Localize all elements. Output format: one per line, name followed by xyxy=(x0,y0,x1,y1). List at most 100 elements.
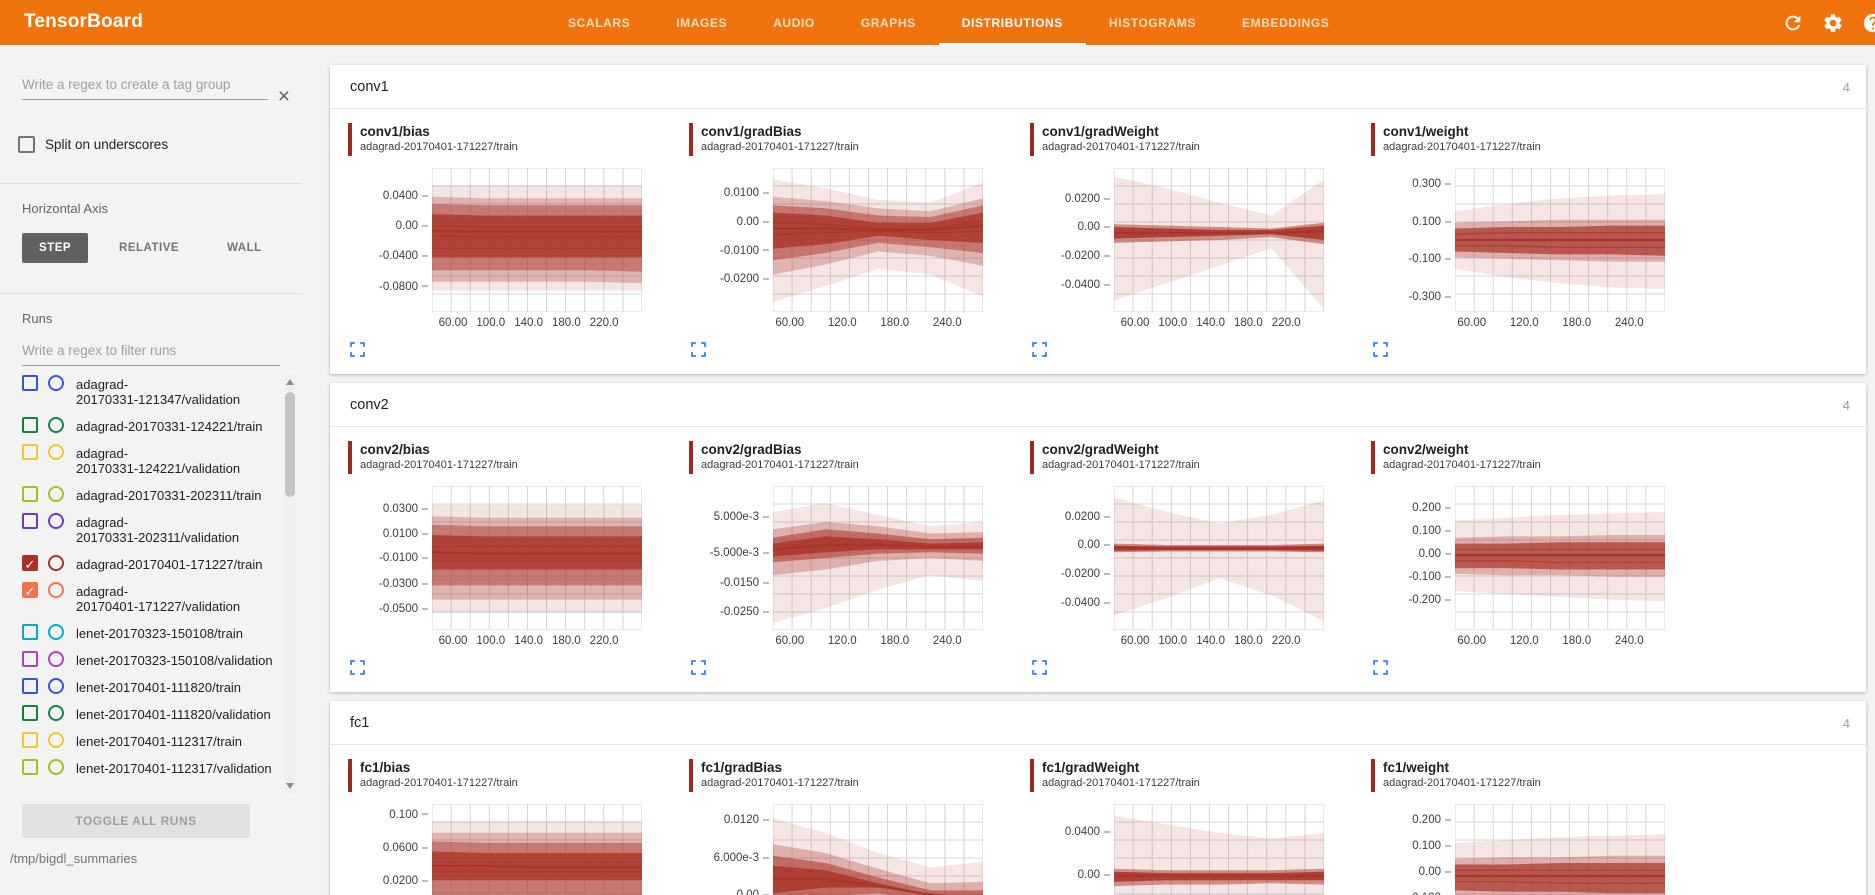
distribution-plot[interactable] xyxy=(773,804,983,895)
checkbox-box-icon xyxy=(18,136,35,153)
run-item[interactable]: ✓ adagrad-20170401-171227/train xyxy=(22,555,302,572)
run-color-circle[interactable] xyxy=(48,444,64,460)
run-color-circle[interactable] xyxy=(48,705,64,721)
run-checkbox[interactable] xyxy=(22,705,38,721)
run-checkbox[interactable] xyxy=(22,486,38,502)
run-checkbox[interactable] xyxy=(22,651,38,667)
clear-regex-icon[interactable]: × xyxy=(277,85,290,108)
expand-chart-button[interactable] xyxy=(1373,660,1388,675)
run-filter-input[interactable] xyxy=(22,339,280,366)
scrollbar-thumb[interactable] xyxy=(285,392,295,497)
run-color-circle[interactable] xyxy=(48,582,64,598)
distribution-plot[interactable] xyxy=(1114,168,1324,312)
chart-plot-area: 0.0200 0.00 -0.0200 -0.0400 60.00 100.0 140.0… xyxy=(1030,168,1371,330)
expand-chart-button[interactable] xyxy=(350,342,365,357)
run-item[interactable]: lenet-20170323-150108/train xyxy=(22,624,302,641)
x-tick-label: 60.00 xyxy=(775,317,805,329)
axis-wall-button[interactable]: WALL xyxy=(227,242,262,254)
run-checkbox[interactable]: ✓ xyxy=(22,582,38,599)
expand-chart-button[interactable] xyxy=(1032,342,1047,357)
distribution-plot[interactable] xyxy=(1455,168,1665,312)
expand-chart-button[interactable] xyxy=(1373,342,1388,357)
x-tick-label: 180.0 xyxy=(1234,635,1263,647)
run-color-circle[interactable] xyxy=(48,513,64,529)
run-label: adagrad- 20170401-171227/validation xyxy=(76,584,241,614)
run-color-circle[interactable] xyxy=(48,759,64,775)
run-color-circle[interactable] xyxy=(48,375,64,391)
axis-step-button[interactable]: STEP xyxy=(22,233,89,263)
section-header[interactable]: fc1 4 xyxy=(330,701,1866,745)
expand-chart-button[interactable] xyxy=(691,342,706,357)
run-item[interactable]: lenet-20170401-111820/train xyxy=(22,678,302,695)
run-checkbox[interactable] xyxy=(22,513,38,529)
run-item[interactable]: adagrad- 20170331-121347/validation xyxy=(22,375,302,407)
y-axis-labels: 0.200 0.100 0.00 -0.100 -0.200 xyxy=(1371,486,1455,630)
run-color-circle[interactable] xyxy=(48,624,64,640)
run-checkbox[interactable] xyxy=(22,759,38,775)
axis-relative-button[interactable]: RELATIVE xyxy=(119,242,180,254)
run-list-scrollbar[interactable] xyxy=(284,375,296,793)
refresh-icon[interactable] xyxy=(1782,12,1804,34)
run-color-circle[interactable] xyxy=(48,651,64,667)
run-color-circle[interactable] xyxy=(48,678,64,694)
split-underscores-checkbox[interactable]: Split on underscores xyxy=(18,136,280,153)
run-item[interactable]: ✓ adagrad- 20170401-171227/validation xyxy=(22,582,302,614)
tab-graphs[interactable]: GRAPHS xyxy=(860,16,916,30)
expand-chart-button[interactable] xyxy=(691,660,706,675)
run-item[interactable]: adagrad- 20170331-124221/validation xyxy=(22,444,302,476)
help-icon[interactable] xyxy=(1862,12,1875,34)
run-color-bar xyxy=(1030,123,1034,156)
run-checkbox[interactable] xyxy=(22,444,38,460)
run-color-circle[interactable] xyxy=(48,732,64,748)
run-item[interactable]: lenet-20170401-112317/train xyxy=(22,732,302,749)
tag-regex-input[interactable] xyxy=(22,73,268,100)
run-color-circle[interactable] xyxy=(48,486,64,502)
y-tick-label: 0.0200 xyxy=(1065,193,1110,205)
expand-chart-button[interactable] xyxy=(350,660,365,675)
tab-histograms[interactable]: HISTOGRAMS xyxy=(1108,16,1197,30)
run-item[interactable]: lenet-20170401-111820/validation xyxy=(22,705,302,722)
run-checkbox[interactable] xyxy=(22,732,38,748)
run-checkbox[interactable]: ✓ xyxy=(22,555,38,572)
distribution-plot[interactable] xyxy=(432,804,642,895)
chart-run-name: adagrad-20170401-171227/train xyxy=(701,459,859,471)
tab-images[interactable]: IMAGES xyxy=(676,16,728,30)
run-checkbox[interactable] xyxy=(22,624,38,640)
run-color-circle[interactable] xyxy=(48,555,64,571)
run-item[interactable]: adagrad-20170331-124221/train xyxy=(22,417,302,434)
y-tick-label: -0.0400 xyxy=(379,250,428,262)
run-item[interactable]: lenet-20170401-112317/validation xyxy=(22,759,302,776)
run-item[interactable]: adagrad- 20170331-202311/validation xyxy=(22,513,302,545)
distribution-plot[interactable] xyxy=(432,168,642,312)
distribution-plot[interactable] xyxy=(773,486,983,630)
section-title: conv2 xyxy=(350,397,389,413)
distribution-plot[interactable] xyxy=(1455,804,1665,895)
section-header[interactable]: conv2 4 xyxy=(330,383,1866,427)
tab-audio[interactable]: AUDIO xyxy=(773,16,815,30)
expand-chart-button[interactable] xyxy=(1032,660,1047,675)
distribution-plot[interactable] xyxy=(1114,486,1324,630)
tab-embeddings[interactable]: EMBEDDINGS xyxy=(1242,16,1330,30)
section-header[interactable]: conv1 4 xyxy=(330,65,1866,109)
distribution-plot[interactable] xyxy=(1114,804,1324,895)
y-tick-label: -0.300 xyxy=(1408,291,1451,303)
tab-distributions[interactable]: DISTRIBUTIONS xyxy=(939,0,1086,45)
settings-gear-icon[interactable] xyxy=(1822,12,1844,34)
run-checkbox[interactable] xyxy=(22,375,38,391)
x-tick-label: 220.0 xyxy=(589,317,619,329)
run-item[interactable]: lenet-20170323-150108/validation xyxy=(22,651,302,668)
run-checkbox[interactable] xyxy=(22,417,38,433)
distribution-plot[interactable] xyxy=(773,168,983,312)
run-color-circle[interactable] xyxy=(48,417,64,433)
chart-title: fc1/gradBias xyxy=(701,760,783,775)
distribution-plot[interactable] xyxy=(1455,486,1665,630)
scroll-down-icon[interactable] xyxy=(286,783,294,789)
run-item[interactable]: adagrad-20170331-202311/train xyxy=(22,486,302,503)
scroll-up-icon[interactable] xyxy=(286,379,294,385)
toggle-all-runs-button[interactable]: TOGGLE ALL RUNS xyxy=(22,804,250,838)
distribution-plot[interactable] xyxy=(432,486,642,630)
chart-title: conv1/gradBias xyxy=(701,124,802,139)
tab-scalars[interactable]: SCALARS xyxy=(568,16,631,30)
runs-label: Runs xyxy=(22,311,53,326)
run-checkbox[interactable] xyxy=(22,678,38,694)
